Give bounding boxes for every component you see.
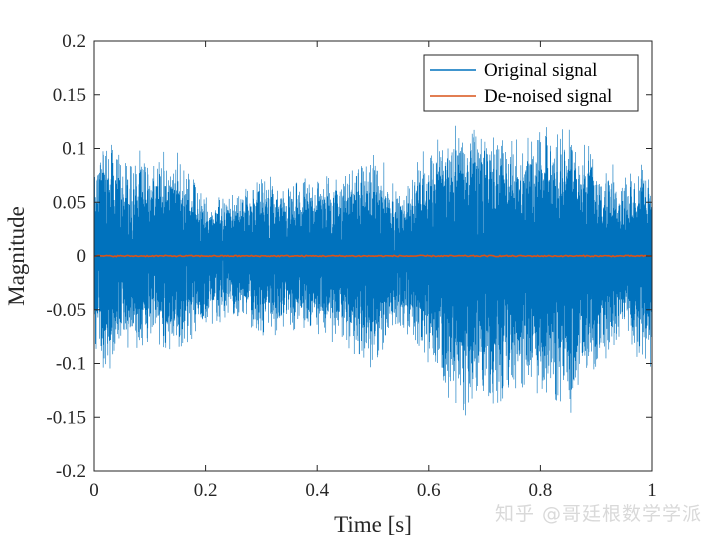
x-tick-label: 1 — [647, 480, 657, 501]
y-tick-label: 0.05 — [53, 192, 86, 213]
y-tick-label: 0.1 — [62, 139, 86, 160]
legend-label-denoised: De-noised signal — [484, 86, 612, 107]
x-tick-label: 0 — [89, 480, 99, 501]
series-line-original — [93, 125, 653, 416]
x-axis-label: Time [s] — [334, 512, 412, 537]
series-layer — [93, 125, 653, 416]
legend-label-original: Original signal — [484, 60, 597, 81]
y-tick-label: 0.15 — [53, 85, 86, 106]
y-tick-label: -0.05 — [46, 300, 86, 321]
x-tick-label: 0.2 — [194, 480, 218, 501]
legend: Original signal De-noised signal — [423, 54, 639, 112]
y-axis-label: Magnitude — [4, 206, 29, 306]
y-tick-label: -0.15 — [46, 407, 86, 428]
legend-box — [423, 54, 639, 112]
x-tick-label: 0.8 — [529, 480, 553, 501]
x-tick-label: 0.6 — [417, 480, 441, 501]
y-tick-label: 0.2 — [62, 31, 86, 52]
y-tick-label: -0.2 — [56, 461, 86, 482]
watermark-text: 知乎 @哥廷根数学学派 — [494, 503, 702, 525]
ticks-layer: 0 0.2 0.4 0.6 0.8 1 0.2 0.15 0.1 0.05 0 -0.05 -0.1 -0… — [46, 31, 656, 501]
y-tick-label: -0.1 — [56, 354, 86, 375]
series-line-denoised — [93, 254, 653, 258]
y-tick-label: 0 — [77, 246, 87, 267]
x-tick-label: 0.4 — [305, 480, 329, 501]
